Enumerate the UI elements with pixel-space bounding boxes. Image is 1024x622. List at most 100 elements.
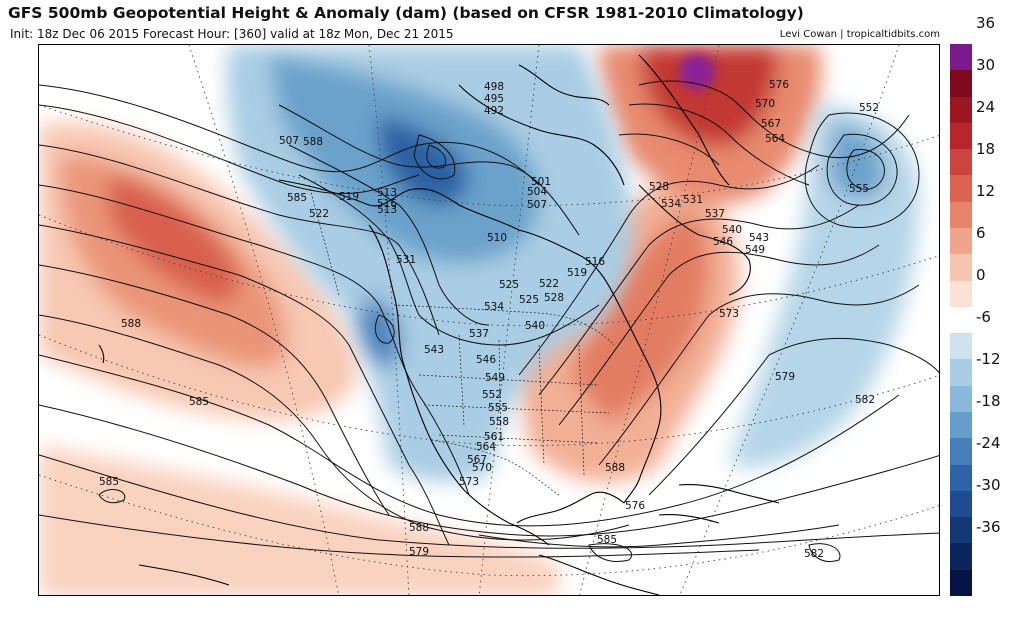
contour-label: 507 bbox=[527, 199, 547, 211]
contour-label: 501 bbox=[531, 176, 551, 188]
contour-label: 567 bbox=[761, 118, 781, 130]
colorbar-tick-label: -24 bbox=[976, 434, 1001, 452]
colorbar-cell bbox=[950, 201, 972, 229]
contour-label: 576 bbox=[625, 500, 645, 512]
contour-label: 582 bbox=[804, 548, 824, 560]
contour-label: 573 bbox=[719, 308, 739, 320]
contour-label: 531 bbox=[396, 254, 416, 266]
contour-label: 555 bbox=[849, 183, 869, 195]
contour-label: 546 bbox=[713, 236, 733, 248]
colorbar-cell bbox=[950, 412, 972, 439]
contour-label: 570 bbox=[472, 462, 492, 474]
colorbar-cell bbox=[950, 490, 972, 518]
contour-label: 579 bbox=[409, 546, 429, 558]
colorbar-tick-label: 24 bbox=[976, 98, 996, 116]
colorbar-cell bbox=[950, 464, 972, 492]
colorbar-tick-label: 30 bbox=[976, 56, 996, 74]
contour-label: 582 bbox=[855, 394, 875, 406]
contour-label: 543 bbox=[749, 232, 769, 244]
contour-label: 588 bbox=[409, 522, 429, 534]
contour-label: 498 bbox=[484, 81, 504, 93]
contour-label: 558 bbox=[489, 416, 509, 428]
map-panel: 498 495 492 504 507 510 513 516 519 522 … bbox=[38, 44, 940, 596]
colorbar-tick-label: -18 bbox=[976, 392, 1001, 410]
colorbar-cell bbox=[950, 96, 972, 124]
colorbar-cell bbox=[950, 228, 972, 255]
anomaly-shading bbox=[39, 45, 919, 595]
contour-label: 534 bbox=[484, 301, 504, 313]
contour-label: 525 bbox=[499, 279, 519, 291]
colorbar-cell bbox=[950, 438, 972, 466]
contour-label: 516 bbox=[585, 256, 605, 268]
colorbar-cell bbox=[950, 149, 972, 176]
chart-title: GFS 500mb Geopotential Height & Anomaly … bbox=[8, 4, 804, 22]
colorbar-tick-label: 18 bbox=[976, 140, 996, 158]
contour-label: 588 bbox=[303, 136, 323, 148]
colorbar-cell bbox=[950, 569, 972, 597]
map-canvas: 498 495 492 504 507 510 513 516 519 522 … bbox=[39, 45, 939, 595]
colorbar-cell bbox=[950, 517, 972, 544]
contour-label: 564 bbox=[476, 441, 496, 453]
colorbar-cell bbox=[950, 122, 972, 150]
colorbar-tick-label: 0 bbox=[976, 266, 986, 284]
colorbar-tick-label: -30 bbox=[976, 476, 1001, 494]
contour-label: 507 bbox=[279, 135, 299, 147]
contour-label: 585 bbox=[287, 192, 307, 204]
contour-label: 555 bbox=[488, 402, 508, 414]
colorbar-tick-label: 6 bbox=[976, 224, 986, 242]
contour-label: 525 bbox=[519, 294, 539, 306]
contour-label: 513 bbox=[377, 204, 397, 216]
contour-label: 534 bbox=[661, 198, 681, 210]
contour-label: 528 bbox=[544, 292, 564, 304]
contour-label: 561 bbox=[484, 431, 504, 443]
contour-label: 528 bbox=[649, 181, 669, 193]
colorbar-cell bbox=[950, 44, 972, 71]
credit-text: Levi Cowan | tropicaltidbits.com bbox=[779, 29, 940, 40]
colorbar-tick-label: 12 bbox=[976, 182, 996, 200]
colorbar-cell bbox=[950, 70, 972, 98]
contour-label: 495 bbox=[484, 93, 504, 105]
contour-label: 504 bbox=[527, 186, 547, 198]
contour-label: 585 bbox=[99, 476, 119, 488]
contour-label: 564 bbox=[765, 133, 785, 145]
colorbar-tick-label: 36 bbox=[976, 14, 996, 32]
contour-label: 576 bbox=[769, 79, 789, 91]
colorbar-cell bbox=[950, 359, 972, 387]
contour-label: 570 bbox=[755, 98, 775, 110]
height-contours bbox=[39, 80, 939, 562]
colorbar-tick-label: -6 bbox=[976, 308, 991, 326]
contour-label: 516 bbox=[377, 198, 397, 210]
borders bbox=[308, 184, 615, 496]
colorbar-tick-label: -12 bbox=[976, 350, 1001, 368]
graticule bbox=[39, 45, 939, 595]
contour-label: 579 bbox=[775, 371, 795, 383]
contour-label: 549 bbox=[485, 372, 505, 384]
contour-label: 519 bbox=[567, 267, 587, 279]
contour-label: 567 bbox=[467, 454, 487, 466]
contour-label: 513 bbox=[377, 187, 397, 199]
contour-label: 552 bbox=[859, 102, 879, 114]
colorbar-tick-label: -36 bbox=[976, 518, 1001, 536]
coastlines bbox=[98, 54, 780, 595]
contour-label: 552 bbox=[482, 389, 502, 401]
contour-label: 540 bbox=[722, 224, 742, 236]
contour-label: 537 bbox=[469, 328, 489, 340]
contour-label: 588 bbox=[121, 318, 141, 330]
contour-label: 540 bbox=[525, 320, 545, 332]
contour-label: 585 bbox=[597, 534, 617, 546]
contour-label: 519 bbox=[339, 191, 359, 203]
contour-label: 510 bbox=[487, 232, 507, 244]
chart-subtitle: Init: 18z Dec 06 2015 Forecast Hour: [36… bbox=[10, 27, 454, 41]
colorbar-cell bbox=[950, 280, 972, 308]
colorbar-cell bbox=[950, 254, 972, 282]
contour-label: 537 bbox=[705, 208, 725, 220]
contour-label: 522 bbox=[539, 278, 559, 290]
contour-label: 546 bbox=[476, 354, 496, 366]
colorbar-cell bbox=[950, 333, 972, 360]
contour-label: 573 bbox=[459, 476, 479, 488]
colorbar-cell bbox=[950, 175, 972, 203]
colorbar-cell bbox=[950, 385, 972, 413]
contour-label: 588 bbox=[605, 462, 625, 474]
contour-label: 522 bbox=[309, 208, 329, 220]
contour-label: 492 bbox=[484, 105, 504, 117]
